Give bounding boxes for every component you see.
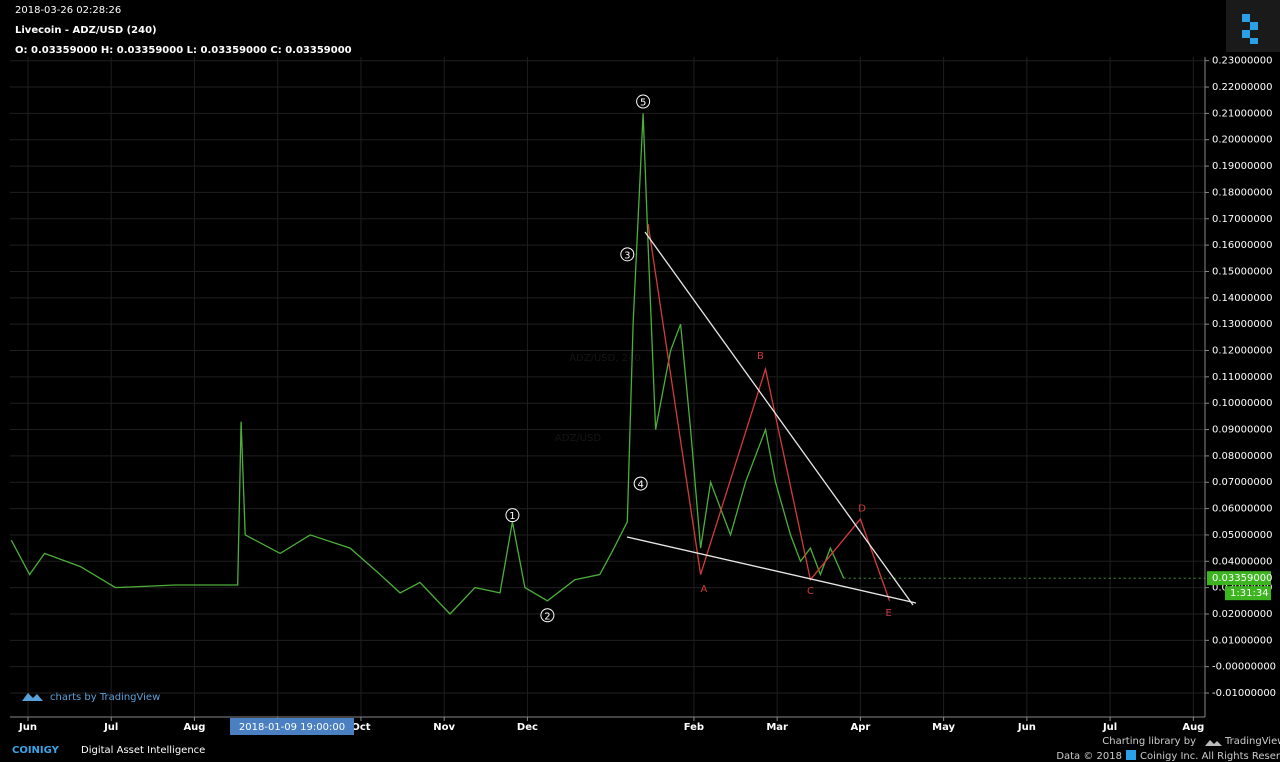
wave-circle <box>633 476 648 491</box>
last-price-label: 0.03359000 <box>1212 573 1272 584</box>
x-tick-label: Aug <box>183 722 205 733</box>
y-tick-label: 0.12000000 <box>1212 346 1272 357</box>
x-tick-label: Aug <box>1182 722 1204 733</box>
abcde-label: B <box>757 351 764 362</box>
y-tick-label: -0.00000000 <box>1212 662 1276 673</box>
ohlc: O: 0.03359000 H: 0.03359000 L: 0.0335900… <box>15 45 352 56</box>
tv-badge: charts by TradingView <box>50 692 160 703</box>
y-tick-label: 0.14000000 <box>1212 293 1272 304</box>
abcde-label: E <box>886 608 892 619</box>
rights: Coinigy Inc. All Rights Reserved. <box>1140 751 1280 762</box>
x-tick-label: Jul <box>1102 722 1117 733</box>
axes: -0.01000000 -0.00000000 0.01000000 0.020000… <box>18 56 1276 733</box>
grid <box>10 57 1205 717</box>
x-tick-label: Jun <box>1017 722 1036 733</box>
last-price-box <box>1207 571 1271 586</box>
y-tick-label: 0.07000000 <box>1212 477 1272 488</box>
wave-label: 4 <box>637 480 643 491</box>
y-tick-label: 0.01000000 <box>1212 635 1272 646</box>
price-line <box>10 113 845 615</box>
y-tick-label: 0.08000000 <box>1212 451 1272 462</box>
x-tick-label: Mar <box>766 722 788 733</box>
timestamp: 2018-03-26 02:28:26 <box>15 5 121 16</box>
y-tick-label: 0.18000000 <box>1212 187 1272 198</box>
y-tick-label: 0.17000000 <box>1212 214 1272 225</box>
wave-circle <box>620 247 635 262</box>
coinigy-icon <box>1126 750 1136 760</box>
y-tick-label: 0.02000000 <box>1212 609 1272 620</box>
chart-title: Livecoin - ADZ/USD (240) <box>15 25 157 36</box>
x-tick-label: May <box>932 722 955 733</box>
wave-label: 2 <box>544 611 550 622</box>
y-tick-label: 0.04000000 <box>1212 556 1272 567</box>
watermark-small: ADZ/USD <box>555 433 601 444</box>
y-tick-label: 0.16000000 <box>1212 240 1272 251</box>
plot: 1 2 3 4 5 A B C D E <box>10 94 1205 623</box>
wave-label: 3 <box>624 250 630 261</box>
abcde-label: D <box>858 504 866 515</box>
x-tick-label: Jul <box>103 722 118 733</box>
y-tick-label: 0.19000000 <box>1212 161 1272 172</box>
x-tick-label: Feb <box>684 722 704 733</box>
wave-circle <box>540 608 555 623</box>
trendline <box>644 231 914 606</box>
charting-by: Charting library by <box>1102 736 1196 747</box>
x-tick-label: Dec <box>517 722 538 733</box>
x-tick-label: Oct <box>351 722 370 733</box>
abcde-label: C <box>807 586 814 597</box>
tv-icon <box>1205 740 1222 746</box>
y-tick-label: 0.15000000 <box>1212 266 1272 277</box>
y-tick-label: 0.06000000 <box>1212 504 1272 515</box>
tv-logo <box>22 693 43 701</box>
watermark: ADZ/USD, 240 <box>569 353 641 364</box>
trendline <box>626 536 917 604</box>
wave-circle <box>636 94 651 109</box>
x-tick-label: Jun <box>18 722 37 733</box>
y-tick-label: 0.23000000 <box>1212 56 1272 67</box>
wave-label: 1 <box>509 511 515 522</box>
abcde-label: A <box>700 584 707 595</box>
y-tick-label: -0.01000000 <box>1212 688 1276 699</box>
logo <box>1242 14 1258 44</box>
tagline: Digital Asset Intelligence <box>81 745 205 756</box>
y-tick-label: 0.11000000 <box>1212 372 1272 383</box>
x-tick-label: Nov <box>433 722 455 733</box>
crosshair-box <box>230 718 354 735</box>
y-tick-label: 0.13000000 <box>1212 319 1272 330</box>
y-tick-label: 0.09000000 <box>1212 425 1272 436</box>
y-tick-label: 0.10000000 <box>1212 398 1272 409</box>
y-tick-label: 0.20000000 <box>1212 135 1272 146</box>
tradingview: TradingView <box>1224 736 1280 747</box>
y-tick-label: 0.05000000 <box>1212 530 1272 541</box>
y-tick-label: 0.21000000 <box>1212 108 1272 119</box>
data-copy: Data © 2018 <box>1056 751 1122 762</box>
y-tick-label: 0.22000000 <box>1212 82 1272 93</box>
wave-line <box>647 223 891 602</box>
crosshair-time: 2018-01-09 19:00:00 <box>239 722 345 733</box>
countdown: 1:31:34 <box>1230 588 1269 599</box>
wave-circle <box>505 508 520 523</box>
countdown-box <box>1225 586 1271 601</box>
x-tick-label: Apr <box>850 722 870 733</box>
brand: COINIGY <box>12 745 60 756</box>
wave-label: 5 <box>640 98 646 109</box>
